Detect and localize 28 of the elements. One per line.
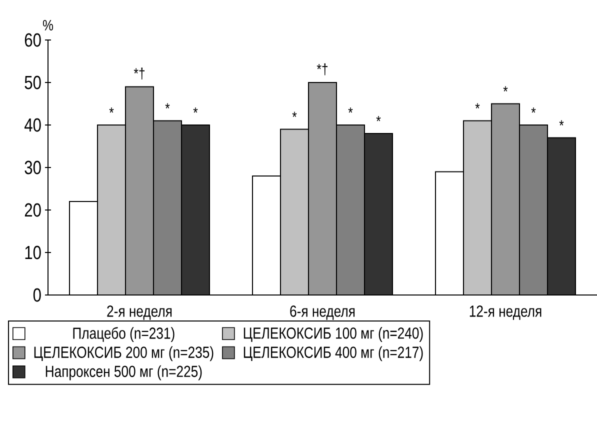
data-label: * — [193, 107, 198, 113]
data-label: * — [165, 103, 170, 108]
x-tick-label: 6-я неделя — [290, 306, 355, 320]
y-tick-label: 20 — [24, 203, 41, 217]
legend-label: ЦЕЛЕКОКСИБ 400 мг (n=217) — [244, 346, 423, 362]
data-label: * — [503, 86, 508, 92]
data-label: * — [292, 112, 297, 117]
data-label: * — [531, 107, 536, 113]
data-label: * — [376, 116, 381, 122]
data-label: * — [475, 103, 480, 108]
data-label: *† — [316, 63, 328, 76]
x-tick-label: 2-я неделя — [107, 306, 172, 320]
y-tick-label: 0 — [33, 288, 41, 302]
legend-label: ЦЕЛЕКОКСИБ 100 мг (n=240) — [244, 327, 423, 342]
data-label: *† — [134, 68, 144, 80]
x-tick-label: 12-я неделя — [470, 306, 542, 320]
legend-label: Напроксен 500 мг (n=225) — [46, 365, 202, 380]
data-label: * — [559, 120, 564, 126]
y-tick-label: 60 — [24, 33, 41, 47]
data-label: * — [348, 107, 353, 113]
legend-label: ЦЕЛЕКОКСИБ 200 мг (n=235) — [34, 346, 214, 362]
y-tick-label: 10 — [25, 246, 41, 260]
y-axis-title: % — [42, 20, 54, 30]
text: Плацебо (n=231) — [73, 326, 174, 342]
data-label: * — [109, 107, 114, 113]
y-tick-label: 30 — [24, 160, 41, 174]
y-tick-label: 50 — [24, 76, 41, 90]
y-tick-label: 40 — [24, 118, 41, 132]
